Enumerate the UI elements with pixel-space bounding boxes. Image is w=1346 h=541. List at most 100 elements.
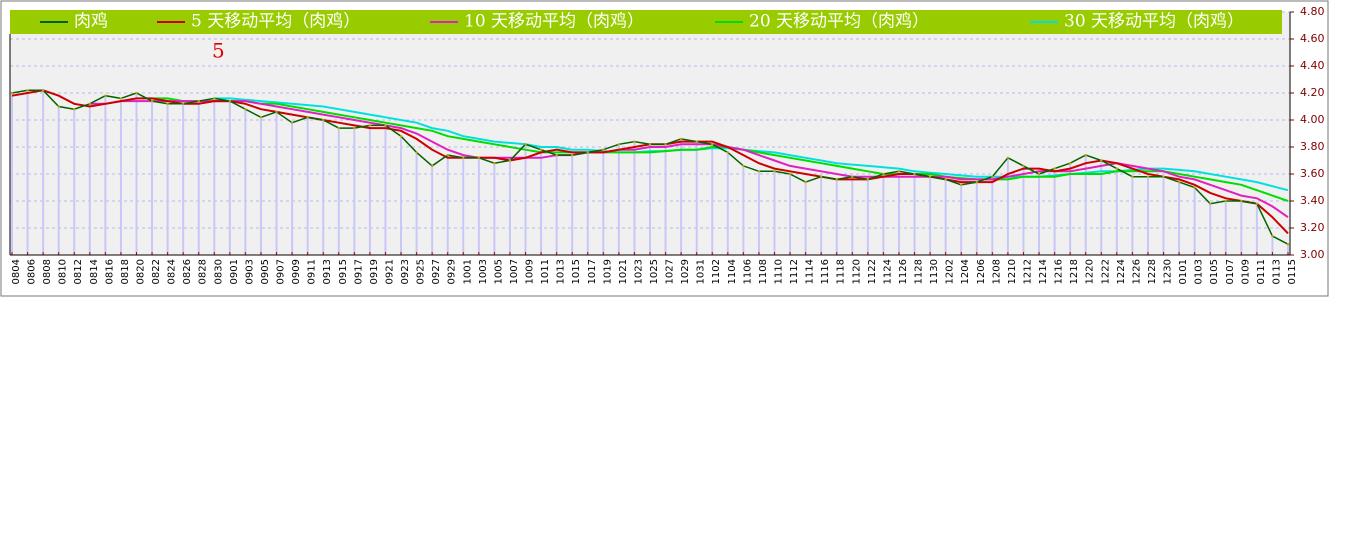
- point: [1006, 156, 1010, 159]
- bar: [228, 101, 231, 255]
- x-tick-label: 1130: [929, 259, 940, 284]
- point: [41, 89, 45, 92]
- bar: [431, 165, 434, 255]
- y-tick-label: 4.00: [1300, 113, 1325, 126]
- bar: [742, 165, 745, 255]
- point: [1100, 159, 1103, 162]
- x-tick-label: 0822: [151, 259, 162, 284]
- bar: [508, 160, 511, 255]
- point: [602, 148, 605, 151]
- bar: [929, 176, 932, 255]
- x-tick-label: 0824: [167, 259, 178, 284]
- point: [897, 170, 901, 173]
- bar: [244, 109, 247, 255]
- bar: [680, 138, 683, 255]
- x-tick-label: 1214: [1038, 259, 1049, 284]
- point: [1022, 164, 1025, 168]
- x-tick-label: 0820: [135, 259, 146, 284]
- x-tick-label: 1208: [991, 259, 1002, 284]
- x-tick-label: 1027: [665, 259, 676, 284]
- x-tick-label: 1116: [820, 259, 831, 284]
- bar: [1209, 203, 1212, 255]
- bar: [804, 182, 807, 255]
- point: [1271, 234, 1274, 238]
- x-tick-label: 0808: [42, 259, 53, 284]
- point: [1115, 167, 1119, 170]
- point: [866, 178, 870, 181]
- bar: [26, 90, 29, 255]
- bar: [135, 93, 138, 255]
- bar: [213, 98, 216, 256]
- point: [1177, 180, 1181, 184]
- point: [788, 172, 792, 176]
- legend-label: 肉鸡: [74, 12, 108, 32]
- x-tick-label: 0812: [73, 259, 84, 284]
- point: [259, 116, 263, 119]
- x-tick-label: 1001: [462, 259, 473, 284]
- bar: [1287, 244, 1289, 255]
- x-tick-label: 0917: [353, 259, 364, 284]
- point: [493, 162, 496, 165]
- bar: [291, 122, 294, 255]
- bar: [571, 155, 574, 255]
- point: [773, 170, 776, 173]
- x-tick-label: 1104: [727, 259, 738, 284]
- point: [570, 153, 574, 157]
- bar: [57, 106, 60, 255]
- point: [1240, 199, 1243, 203]
- bar: [789, 174, 792, 255]
- point: [1193, 186, 1196, 189]
- bar: [1006, 157, 1009, 255]
- x-tick-label: 1005: [493, 259, 504, 284]
- bar: [897, 171, 900, 255]
- point: [508, 159, 512, 162]
- point: [664, 143, 667, 146]
- point: [135, 91, 138, 95]
- x-tick-label: 1025: [649, 259, 660, 284]
- bar: [944, 179, 947, 255]
- x-tick-label: 0814: [89, 259, 100, 284]
- x-tick-label: 1015: [571, 259, 582, 284]
- y-tick-label: 3.80: [1300, 140, 1325, 153]
- bar: [1069, 163, 1072, 255]
- bar: [649, 144, 651, 255]
- point: [539, 148, 543, 151]
- point: [742, 164, 745, 168]
- point: [617, 143, 621, 146]
- bar: [586, 152, 589, 255]
- point: [1162, 175, 1165, 178]
- point: [415, 151, 418, 154]
- x-tick-label: 0113: [1271, 259, 1282, 284]
- point: [462, 156, 465, 159]
- x-tick-label: 1226: [1131, 259, 1142, 284]
- bar: [477, 157, 480, 255]
- bar: [104, 95, 107, 255]
- x-tick-label: 1114: [805, 259, 816, 284]
- bar: [493, 163, 496, 255]
- x-tick-label: 1220: [1085, 259, 1096, 284]
- bar: [88, 103, 91, 255]
- x-tick-label: 0919: [369, 259, 380, 284]
- x-tick-label: 0103: [1194, 259, 1205, 284]
- bar: [882, 174, 885, 255]
- point: [960, 183, 963, 186]
- annotation: 5: [212, 39, 225, 63]
- bar: [462, 157, 465, 255]
- x-tick-label: 1110: [773, 259, 784, 284]
- x-tick-label: 1120: [851, 259, 862, 284]
- bar: [664, 144, 667, 255]
- point: [166, 102, 169, 106]
- x-tick-label: 1011: [540, 259, 551, 284]
- point: [1224, 199, 1227, 203]
- x-tick-label: 1102: [711, 259, 722, 284]
- point: [181, 102, 185, 106]
- point: [524, 143, 527, 146]
- point: [430, 164, 434, 168]
- x-tick-label: 0929: [447, 259, 458, 284]
- bar: [42, 90, 45, 255]
- bar: [851, 176, 854, 255]
- x-tick-label: 0925: [416, 259, 427, 284]
- x-tick-label: 0816: [104, 259, 115, 284]
- x-tick-label: 0105: [1209, 259, 1220, 284]
- point: [57, 105, 60, 108]
